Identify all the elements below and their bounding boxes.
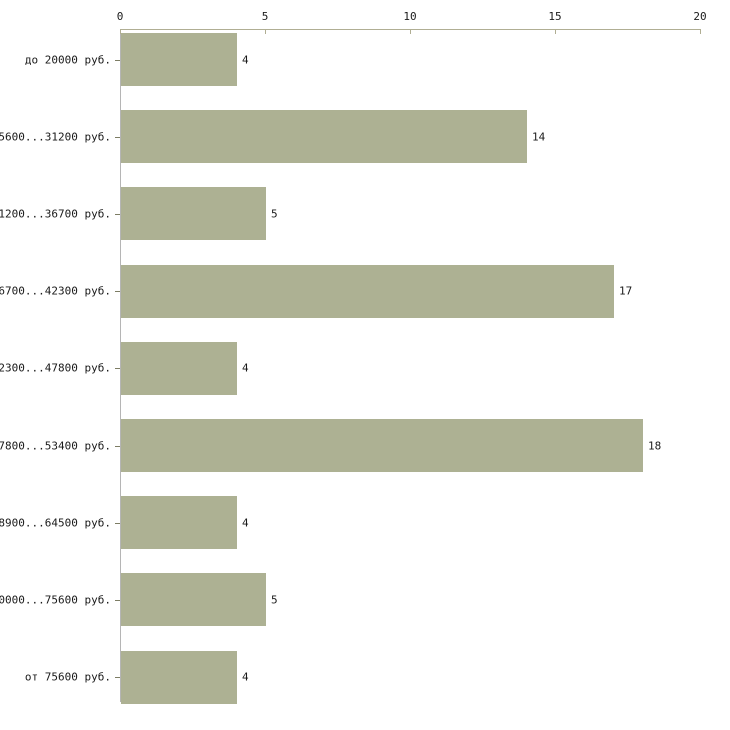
category-label: 36700...42300 руб. bbox=[0, 284, 111, 298]
bar bbox=[121, 496, 237, 550]
bar bbox=[121, 110, 527, 164]
bar bbox=[121, 341, 237, 395]
bar-value-label: 4 bbox=[242, 516, 249, 530]
category-label: 58900...64500 руб. bbox=[0, 516, 111, 530]
bar-value-label: 4 bbox=[242, 53, 249, 66]
bar bbox=[121, 264, 614, 318]
y-axis-tick bbox=[115, 291, 120, 292]
bar-value-label: 5 bbox=[271, 207, 278, 221]
bar-value-label: 5 bbox=[271, 593, 278, 607]
y-axis-tick bbox=[115, 137, 120, 138]
y-axis-tick bbox=[115, 446, 120, 447]
bar-value-label: 4 bbox=[242, 670, 249, 684]
x-axis-tick-label: 0 bbox=[116, 10, 124, 23]
bar bbox=[121, 650, 237, 704]
bar-value-label: 14 bbox=[532, 130, 546, 144]
category-label: 31200...36700 руб. bbox=[0, 207, 111, 221]
bar-value-label: 18 bbox=[648, 439, 662, 452]
bar bbox=[121, 573, 266, 627]
y-axis-tick bbox=[115, 60, 120, 61]
x-axis-tick bbox=[410, 29, 411, 34]
bar bbox=[121, 33, 237, 86]
category-label: 42300...47800 руб. bbox=[0, 361, 111, 375]
x-axis-tick-label: 15 bbox=[548, 10, 562, 23]
bar-value-label: 4 bbox=[242, 361, 249, 375]
y-axis-tick bbox=[115, 677, 120, 678]
x-axis-tick bbox=[120, 29, 121, 34]
bar-value-label: 17 bbox=[619, 284, 633, 298]
x-axis-tick bbox=[265, 29, 266, 34]
y-axis-tick bbox=[115, 214, 120, 215]
y-axis-tick bbox=[115, 368, 120, 369]
x-axis-tick-label: 10 bbox=[403, 10, 417, 23]
y-axis-line bbox=[120, 29, 121, 702]
category-label: 25600...31200 руб. bbox=[0, 130, 111, 144]
bar bbox=[121, 187, 266, 241]
x-axis-tick bbox=[700, 29, 701, 34]
category-label: до 20000 руб. bbox=[24, 53, 111, 66]
x-axis-tick-label: 5 bbox=[261, 10, 269, 23]
bar bbox=[121, 419, 643, 472]
category-label: 47800...53400 руб. bbox=[0, 439, 111, 452]
x-axis-tick-label: 20 bbox=[693, 10, 707, 23]
y-axis-tick bbox=[115, 600, 120, 601]
y-axis-tick bbox=[115, 523, 120, 524]
category-label: от 75600 руб. bbox=[24, 670, 111, 684]
category-label: 70000...75600 руб. bbox=[0, 593, 111, 607]
x-axis-tick bbox=[555, 29, 556, 34]
